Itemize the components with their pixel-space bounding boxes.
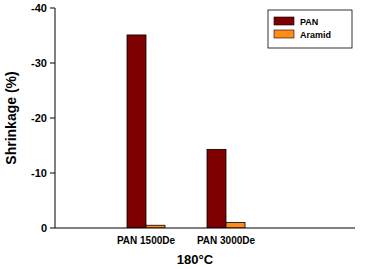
x-tick-label: PAN 1500De — [117, 235, 176, 246]
legend-label: PAN — [300, 17, 318, 27]
y-tick — [50, 118, 55, 119]
bar — [127, 35, 146, 228]
bar — [207, 149, 226, 228]
legend-box — [268, 10, 352, 48]
bar — [226, 223, 245, 229]
legend: PAN Aramid — [268, 10, 352, 48]
chart: PAN 1500De PAN 3000De 0 -10 -20 -30 -40 Shrinka… — [0, 0, 365, 269]
y-tick-label: -30 — [31, 57, 47, 69]
legend-label: Aramid — [300, 30, 331, 40]
bars — [127, 35, 245, 228]
y-tick — [50, 228, 55, 229]
y-tick-label: 0 — [41, 222, 47, 234]
x-axis — [55, 228, 355, 229]
y-tick-label: -10 — [31, 167, 47, 179]
y-tick-label: -20 — [31, 112, 47, 124]
y-tick — [50, 173, 55, 174]
y-tick — [50, 8, 55, 9]
y-tick — [50, 63, 55, 64]
legend-swatch — [274, 17, 294, 25]
x-axis-label: 180°C — [177, 252, 214, 267]
y-tick-label: -40 — [31, 2, 47, 14]
x-tick-label: PAN 3000De — [197, 235, 256, 246]
y-axis-label: Shrinkage (%) — [3, 71, 19, 164]
legend-swatch — [274, 30, 294, 38]
